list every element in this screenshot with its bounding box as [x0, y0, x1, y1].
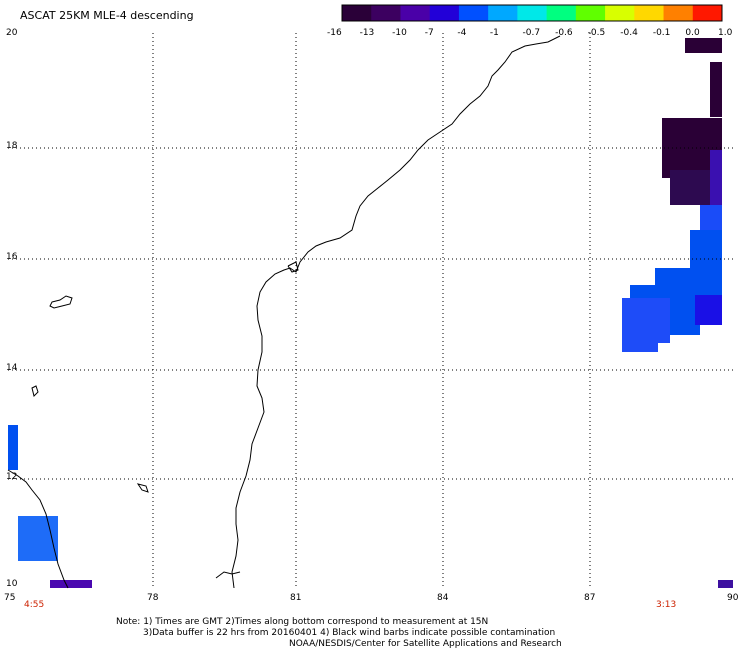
island-small-1 [31, 385, 39, 397]
colorbar-swatch [517, 5, 548, 21]
colorbar-tick-label: -0.1 [652, 28, 671, 38]
lon-label-90: 90 [727, 593, 739, 603]
swath-cell [622, 338, 658, 352]
coastline-sri-lanka-north [7, 469, 69, 589]
colorbar-tick-label: -13 [359, 28, 375, 38]
colorbar-swatch [634, 5, 665, 21]
pass-time-right: 3:13 [656, 600, 677, 610]
colorbar-tick-label: -0.4 [620, 28, 638, 38]
colorbar [341, 4, 723, 22]
map-title: ASCAT 25KM MLE-4 descending [20, 9, 194, 22]
swath-cell [700, 205, 722, 235]
swath-cell [18, 516, 58, 561]
note-line-2: 3)Data buffer is 22 hrs from 20160401 4)… [143, 628, 556, 638]
wind-swath-east [622, 38, 733, 588]
colorbar-swatch [371, 5, 401, 21]
pass-time-left: 4:55 [24, 600, 45, 610]
colorbar-tick-label: -16 [327, 28, 342, 38]
swath-cell [50, 580, 92, 588]
colorbar-frame [341, 4, 723, 22]
island-small-2 [136, 483, 149, 493]
lon-label-87: 87 [584, 593, 596, 603]
colorbar-swatch [605, 5, 635, 21]
coastline-india-east [231, 35, 561, 589]
lat-label-14: 14 [6, 363, 18, 373]
colorbar-swatch [429, 5, 460, 21]
swath-cell [8, 425, 18, 470]
colorbar-swatch [546, 5, 577, 21]
note-line-1: Note: 1) Times are GMT 2)Times along bot… [116, 617, 489, 627]
lat-label-10: 10 [6, 579, 18, 589]
swath-cell [710, 62, 722, 117]
swath-cell [622, 298, 670, 343]
colorbar-tick-label: -0.5 [587, 28, 606, 38]
lon-label-84: 84 [437, 593, 449, 603]
lon-label-81: 81 [290, 593, 302, 603]
lon-label-75: 75 [4, 593, 16, 603]
swath-cell [718, 580, 733, 588]
colorbar-swatch [400, 5, 431, 21]
colorbar-tick-label: 1.0 [718, 28, 733, 38]
lat-label-16: 16 [6, 252, 18, 262]
colorbar-swatch [488, 5, 518, 21]
swath-cell [710, 150, 722, 220]
note-line-3: NOAA/NESDIS/Center for Satellite Applica… [289, 639, 562, 649]
colorbar-tick-label: -7 [424, 28, 434, 38]
colorbar-tick-label: -1 [489, 28, 499, 38]
coastline-delta-detail [287, 261, 299, 273]
wind-swath-west [8, 425, 92, 588]
colorbar-swatch [342, 5, 372, 21]
swath-cell [690, 230, 722, 270]
colorbar-swatch [663, 5, 694, 21]
colorbar-tick-label: -0.7 [522, 28, 541, 38]
inlet-1 [215, 571, 241, 579]
graticule [8, 33, 734, 588]
colorbar-tick-label: -4 [457, 28, 467, 38]
island-andaman [49, 295, 73, 309]
swath-cell [695, 295, 722, 325]
lat-label-20: 20 [6, 28, 18, 38]
colorbar-tick-label: -10 [392, 28, 407, 38]
swath-cell [685, 38, 722, 53]
colorbar-tick-label: 0.0 [685, 28, 700, 38]
colorbar-swatch [575, 5, 606, 21]
colorbar-swatch [692, 5, 723, 21]
lon-label-78: 78 [147, 593, 159, 603]
colorbar-tick-label: -0.6 [555, 28, 573, 38]
lat-label-12: 12 [6, 472, 18, 482]
colorbar-swatch [458, 5, 489, 21]
lat-label-18: 18 [6, 141, 18, 151]
